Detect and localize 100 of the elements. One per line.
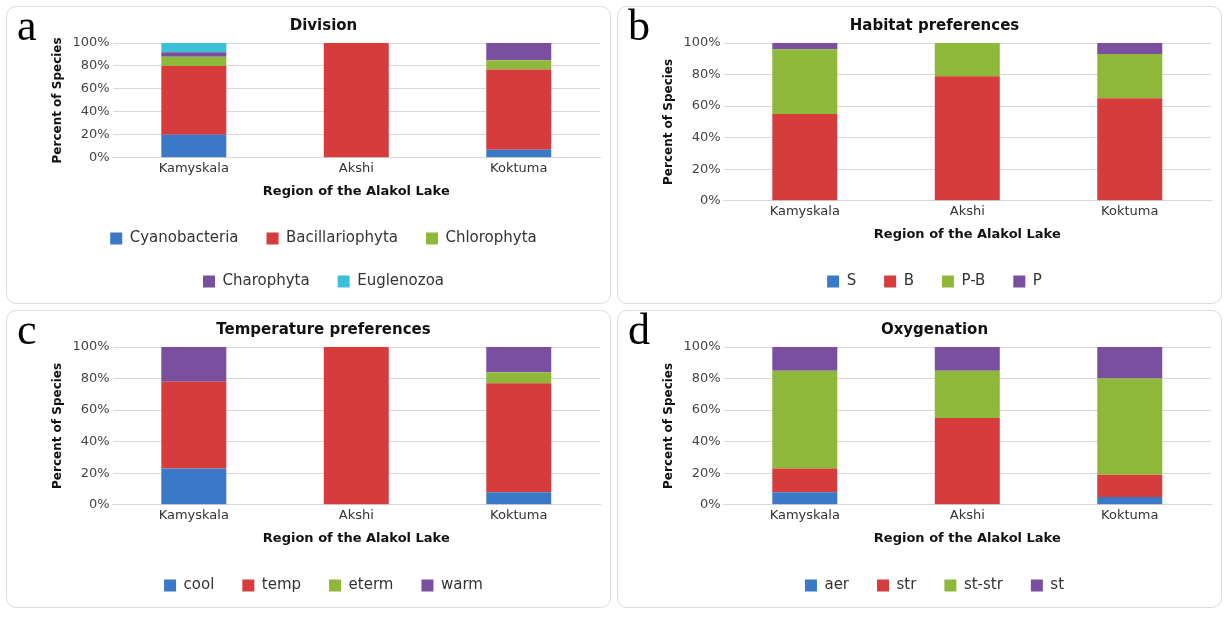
bar xyxy=(486,347,552,373)
bar xyxy=(323,347,389,505)
legend-label: eterm xyxy=(348,575,394,594)
x-tick-label: Kamyskala xyxy=(158,506,229,522)
y-tick-label: 60% xyxy=(80,401,110,417)
bar xyxy=(161,56,227,66)
bar xyxy=(161,381,227,469)
y-tick-label: 40% xyxy=(80,433,110,449)
legend-label: S xyxy=(846,271,857,290)
y-tick-label: 60% xyxy=(80,80,110,96)
y-tick-label: 80% xyxy=(691,369,721,385)
x-tick-label: Kamyskala xyxy=(769,506,840,522)
x-tick-label: Koktuma xyxy=(1101,506,1159,522)
x-tick-label: Kamyskala xyxy=(769,202,840,218)
text: c xyxy=(17,310,37,355)
x-tick-label: Akshi xyxy=(949,202,985,218)
chart-title: Temperature preferences xyxy=(216,319,431,338)
bar xyxy=(934,418,1000,505)
y-tick-label: 0% xyxy=(88,496,110,512)
x-axis-title: Region of the Alakol Lake xyxy=(873,529,1061,545)
legend-label: Euglenozoa xyxy=(357,271,445,290)
y-axis-title: Percent of Species xyxy=(661,58,676,185)
y-tick-label: 0% xyxy=(699,192,721,208)
bar xyxy=(772,114,838,201)
y-tick-label: 40% xyxy=(80,103,110,119)
y-axis-title: Percent of Species xyxy=(50,362,65,489)
chart-title: Division xyxy=(289,15,358,34)
chart-title: Oxygenation xyxy=(880,319,989,338)
y-axis-title: Percent of Species xyxy=(661,362,676,489)
bar xyxy=(772,370,838,469)
bar xyxy=(486,43,552,61)
bar xyxy=(1097,43,1163,55)
legend-label: st xyxy=(1050,575,1065,594)
y-tick-label: 0% xyxy=(699,496,721,512)
bar xyxy=(486,149,552,158)
bar xyxy=(486,383,552,493)
bar xyxy=(161,65,227,135)
y-tick-label: 60% xyxy=(691,401,721,417)
legend-label: Chlorophyta xyxy=(445,228,537,247)
y-tick-label: 0% xyxy=(88,149,110,165)
legend-label: P xyxy=(1032,271,1042,290)
bar xyxy=(161,468,227,505)
bar xyxy=(161,52,227,57)
bar xyxy=(1097,474,1163,497)
text: d xyxy=(628,310,650,355)
bar xyxy=(772,347,838,371)
legend-label: warm xyxy=(440,575,483,594)
bar xyxy=(486,372,552,384)
y-tick-label: 80% xyxy=(691,65,721,81)
bar xyxy=(934,76,1000,201)
bar xyxy=(772,492,838,505)
y-tick-label: 100% xyxy=(72,34,110,50)
x-tick-label: Kamyskala xyxy=(158,159,229,175)
legend-label: temp xyxy=(261,575,302,594)
y-tick-label: 80% xyxy=(80,369,110,385)
bar xyxy=(772,468,838,493)
x-tick-label: Koktuma xyxy=(490,506,548,522)
x-tick-label: Akshi xyxy=(338,506,374,522)
x-tick-label: Koktuma xyxy=(490,159,548,175)
y-tick-label: 20% xyxy=(691,160,721,176)
text: a xyxy=(17,6,37,51)
y-tick-label: 20% xyxy=(80,464,110,480)
y-tick-label: 20% xyxy=(691,464,721,480)
bar xyxy=(161,134,227,158)
bar xyxy=(1097,98,1163,201)
legend-label: B xyxy=(903,271,914,290)
legend-label: cool xyxy=(183,575,215,594)
text: b xyxy=(628,6,650,51)
bar xyxy=(1097,496,1163,505)
legend-label: Charophyta xyxy=(222,271,310,290)
y-tick-label: 40% xyxy=(691,129,721,145)
bar xyxy=(1097,378,1163,475)
y-axis-title: Percent of Species xyxy=(50,37,65,164)
legend-label: P-B xyxy=(961,271,986,290)
bar xyxy=(161,347,227,382)
bar xyxy=(772,43,838,50)
chart-title: Habitat preferences xyxy=(849,15,1020,34)
bar xyxy=(1097,347,1163,379)
x-axis-title: Region of the Alakol Lake xyxy=(262,182,450,198)
y-tick-label: 100% xyxy=(683,34,721,50)
legend-label: Bacillariophyta xyxy=(286,228,398,247)
legend-label: aer xyxy=(824,575,850,594)
y-tick-label: 80% xyxy=(80,57,110,73)
bar xyxy=(486,69,552,150)
x-tick-label: Akshi xyxy=(949,506,985,522)
y-tick-label: 100% xyxy=(72,338,110,354)
y-tick-label: 40% xyxy=(691,433,721,449)
legend-label: Cyanobacteria xyxy=(129,228,239,247)
bar xyxy=(934,347,1000,371)
bar xyxy=(486,60,552,70)
x-axis-title: Region of the Alakol Lake xyxy=(873,225,1061,241)
bar xyxy=(323,43,389,158)
bar xyxy=(772,49,838,115)
bar xyxy=(1097,54,1163,99)
bar xyxy=(934,370,1000,419)
y-tick-label: 100% xyxy=(683,338,721,354)
legend-label: str xyxy=(896,575,918,594)
bar xyxy=(486,492,552,505)
bar xyxy=(161,43,227,53)
x-tick-label: Akshi xyxy=(338,159,374,175)
